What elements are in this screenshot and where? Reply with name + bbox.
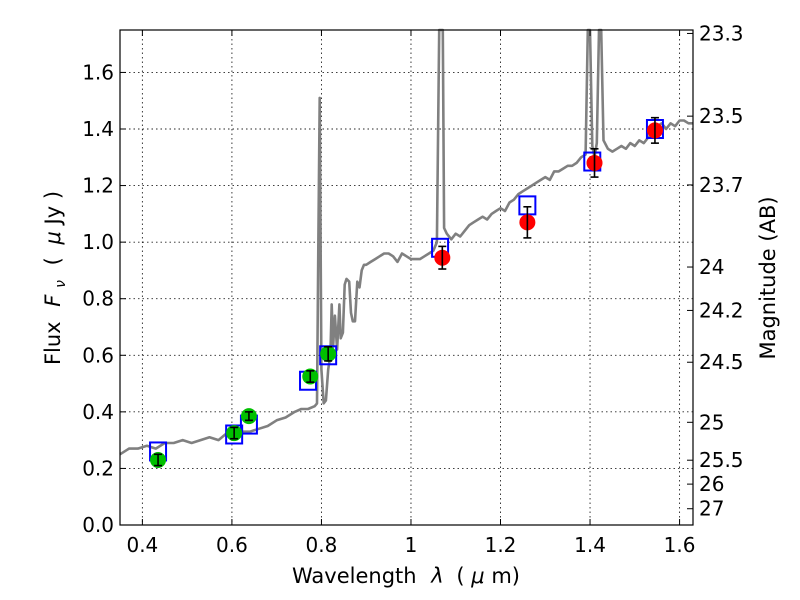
- y-tick-label-2: 0.4: [82, 400, 114, 424]
- y-tick-label-8: 1.6: [82, 60, 114, 84]
- axis-ticks: [120, 30, 693, 526]
- y-axis-label: Flux F ν ( μ Jy ): [41, 191, 70, 365]
- y-axis-label-unit-open: (: [41, 257, 65, 265]
- x-axis-label-unit-mu: μ: [470, 564, 484, 588]
- x-axis-label-unit-rest: m): [491, 564, 520, 588]
- y2-tick-label-6: 25: [699, 410, 724, 434]
- y2-axis-label: Magnitude (AB): [756, 196, 780, 359]
- y2-tick-label-9: 27: [699, 497, 724, 521]
- x-tick-label-6: 1.6: [664, 533, 696, 557]
- y-tick-label-1: 0.2: [82, 456, 114, 480]
- x-tick-label-5: 1.4: [574, 533, 606, 557]
- model-photometry-boxes: [149, 119, 664, 462]
- x-axis-label-text: Wavelength: [292, 564, 417, 588]
- y2-tick-label-1: 23.5: [699, 104, 744, 128]
- y2-tick-label-0: 23.3: [699, 21, 744, 45]
- y-axis-label-math: F: [41, 294, 65, 307]
- x-tick-label-3: 1: [405, 533, 418, 557]
- y-axis-label-math-sub: ν: [53, 280, 69, 288]
- x-axis-label-math: λ: [430, 564, 443, 588]
- y2-tick-label-5: 24.5: [699, 350, 744, 374]
- x-tick-labels: 0.4 0.6 0.8 1 1.2 1.4 1.6: [126, 533, 695, 557]
- grid-lines: [120, 30, 693, 525]
- y-tick-label-6: 1.2: [82, 174, 114, 198]
- x-tick-label-2: 0.8: [306, 533, 338, 557]
- x-tick-label-1: 0.6: [216, 533, 248, 557]
- y-tick-label-0: 0.0: [82, 513, 114, 537]
- y2-tick-label-4: 24.2: [699, 298, 744, 322]
- x-tick-label-0: 0.4: [126, 533, 158, 557]
- y2-tick-label-7: 25.5: [699, 448, 744, 472]
- error-bars: [154, 116, 659, 467]
- x-axis-label-unit-open: (: [456, 564, 464, 588]
- y2-tick-label-3: 24: [699, 255, 724, 279]
- y-axis-label-unit-rest: Jy ): [41, 191, 65, 227]
- y2-tick-label-2: 23.7: [699, 173, 744, 197]
- y-tick-label-7: 1.4: [82, 117, 114, 141]
- y-tick-label-3: 0.6: [82, 343, 114, 367]
- y-tick-label-5: 1.0: [82, 230, 114, 254]
- y-tick-label-4: 0.8: [82, 287, 114, 311]
- photometry-points: [150, 122, 663, 468]
- y2-tick-label-8: 26: [699, 472, 724, 496]
- x-tick-label-4: 1.2: [485, 533, 517, 557]
- y-axis-label-unit-mu: μ: [41, 231, 65, 245]
- plot-frame: [119, 29, 694, 526]
- x-axis-label: Wavelength λ ( μ m): [292, 564, 520, 588]
- y-axis-label-text: Flux: [41, 321, 65, 365]
- y-tick-labels: 0.0 0.2 0.4 0.6 0.8 1.0 1.2 1.4 1.6: [82, 60, 114, 537]
